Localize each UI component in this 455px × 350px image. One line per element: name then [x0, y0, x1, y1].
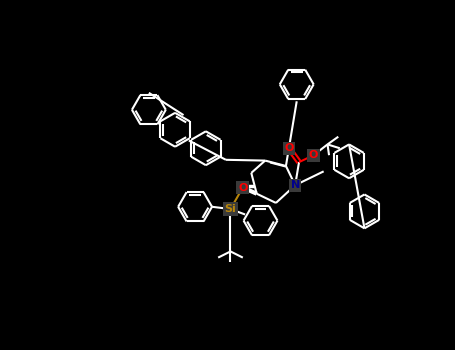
Text: O: O	[309, 150, 318, 160]
Text: Si: Si	[225, 204, 236, 214]
Text: N: N	[291, 180, 300, 190]
Text: O: O	[238, 183, 248, 193]
Text: O: O	[284, 143, 293, 153]
